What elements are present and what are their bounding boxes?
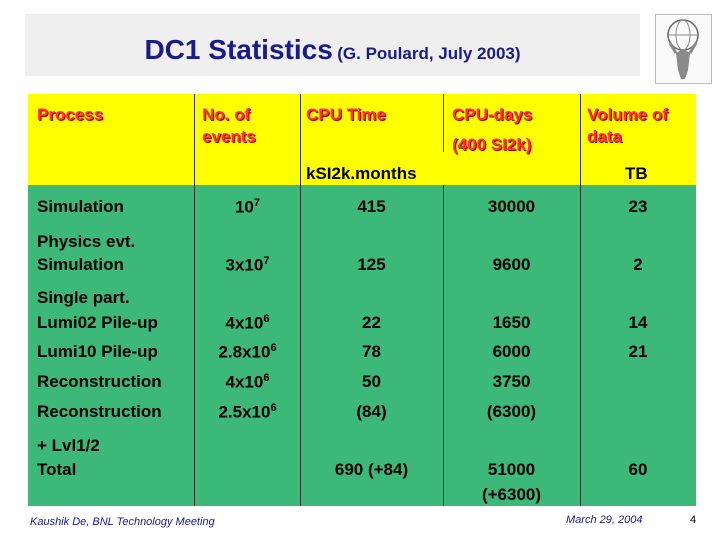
row-process: Reconstruction	[37, 402, 162, 421]
title-main: DC1 Statistics	[144, 34, 333, 65]
row-process: Lumi10 Pile-up	[37, 342, 158, 361]
title-sub: (G. Poulard, July 2003)	[337, 44, 521, 63]
row-events: 4x106	[225, 313, 270, 333]
unit-ksi2k-months: kSI2k.months	[306, 164, 417, 183]
column-divider	[443, 185, 444, 506]
table-body	[28, 185, 696, 506]
row-volume: 21	[628, 342, 648, 361]
total-cpu-days: 51000	[487, 460, 536, 479]
total-label: Total	[37, 460, 77, 479]
footer-date: March 29, 2004	[566, 514, 643, 526]
row-process: Physics evt.	[37, 232, 136, 251]
row-process-line2: + Lvl1/2	[37, 436, 100, 455]
row-volume: 23	[628, 197, 648, 216]
row-events: 2.8x106	[218, 342, 277, 362]
row-cpu-time: 22	[362, 313, 381, 332]
header-events: No. of events	[202, 105, 256, 146]
row-cpu-days: (6300)	[486, 402, 537, 421]
row-cpu-time: 50	[362, 372, 381, 391]
header-cpu-days: CPU-days (400 SI2k)	[452, 105, 533, 154]
column-divider	[580, 94, 581, 506]
row-cpu-time: 415	[357, 197, 386, 216]
row-process: Simulation	[37, 197, 124, 216]
row-process-line2: Simulation	[37, 255, 124, 274]
row-cpu-days: 3750	[492, 372, 531, 391]
slide-title: DC1 Statistics (G. Poulard, July 2003)	[25, 34, 640, 66]
row-events: 4x106	[225, 372, 270, 392]
row-process-line2: Lumi02 Pile-up	[37, 313, 158, 332]
row-cpu-days: 30000	[487, 197, 536, 216]
atlas-logo-icon	[655, 14, 712, 84]
page-number: 4	[690, 514, 697, 526]
row-volume: 2	[633, 255, 643, 274]
total-volume: 60	[628, 460, 648, 479]
column-divider	[443, 94, 444, 152]
row-events: 107	[234, 197, 261, 217]
row-cpu-time: 125	[357, 255, 386, 274]
row-cpu-days: 6000	[492, 342, 531, 361]
column-divider	[300, 94, 301, 506]
column-divider	[194, 94, 195, 506]
footer-author: Kaushik De, BNL Technology Meeting	[30, 516, 215, 528]
total-cpu-days-extra: (+6300)	[481, 485, 542, 504]
row-events: 2.5x106	[218, 402, 277, 422]
row-cpu-days: 1650	[492, 313, 531, 332]
row-cpu-days: 9600	[492, 255, 531, 274]
row-cpu-time: 78	[362, 342, 381, 361]
table-header	[28, 94, 696, 185]
row-cpu-time: (84)	[356, 402, 387, 421]
row-process: Reconstruction	[37, 372, 162, 391]
row-volume: 14	[628, 313, 648, 332]
row-events: 3x107	[225, 255, 270, 275]
title-box: DC1 Statistics (G. Poulard, July 2003)	[25, 14, 640, 76]
header-volume: Volume of data	[587, 105, 668, 146]
header-process: Process	[37, 105, 104, 124]
unit-tb: TB	[625, 164, 648, 183]
header-cpu-time: CPU Time	[306, 105, 386, 124]
total-cpu-time: 690 (+84)	[334, 460, 409, 479]
row-process: Single part.	[37, 288, 130, 307]
